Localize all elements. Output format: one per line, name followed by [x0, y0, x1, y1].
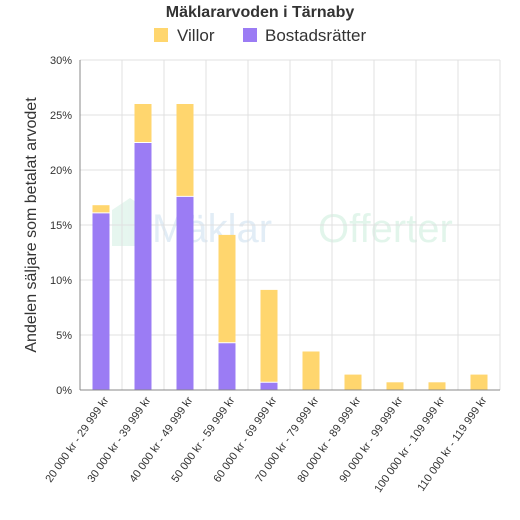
bar-villor: [428, 382, 446, 390]
y-tick-label: 30%: [50, 55, 72, 67]
bar-bostadsratter: [134, 142, 152, 390]
legend: Villor Bostadsrätter: [154, 26, 366, 45]
y-tick-label: 25%: [50, 110, 72, 122]
y-tick-label: 10%: [50, 275, 72, 287]
bar-bostadsratter: [92, 212, 110, 390]
watermark: Mäklar Offerter: [112, 198, 453, 251]
x-tick-label: 100 000 kr - 109 999 kr: [372, 395, 447, 495]
y-tick-label: 15%: [50, 220, 72, 232]
bars: [92, 104, 488, 390]
y-tick-label: 5%: [56, 330, 72, 342]
y-axis-label: Andelen säljare som betalat arvodet: [23, 97, 40, 353]
chart-title: Mäklararvoden i Tärnaby: [166, 4, 355, 21]
bar-villor: [260, 289, 278, 383]
bar-bostadsratter: [176, 196, 194, 390]
grid: [79, 59, 501, 391]
bar-villor: [218, 234, 236, 343]
bar-villor: [134, 104, 152, 143]
bar-bostadsratter: [218, 342, 236, 390]
bar-villor: [302, 351, 320, 390]
watermark-text-maklar: Mäklar: [152, 207, 272, 251]
y-tick-labels: 0% 5% 10% 15% 20% 25% 30%: [50, 55, 72, 397]
y-tick-label: 0%: [56, 385, 72, 397]
bar-villor: [344, 374, 362, 390]
bar-villor: [470, 374, 488, 390]
axes: [79, 60, 500, 391]
legend-label-villor: Villor: [177, 26, 215, 45]
bar-bostadsratter: [260, 382, 278, 390]
watermark-text-offerter: Offerter: [318, 207, 453, 251]
y-tick-label: 20%: [50, 165, 72, 177]
legend-swatch-villor: [154, 28, 168, 42]
bar-villor: [176, 104, 194, 197]
bar-villor: [386, 382, 404, 390]
bar-villor: [92, 205, 110, 213]
legend-label-bostadsratter: Bostadsrätter: [265, 26, 366, 45]
legend-swatch-bostadsratter: [243, 28, 257, 42]
